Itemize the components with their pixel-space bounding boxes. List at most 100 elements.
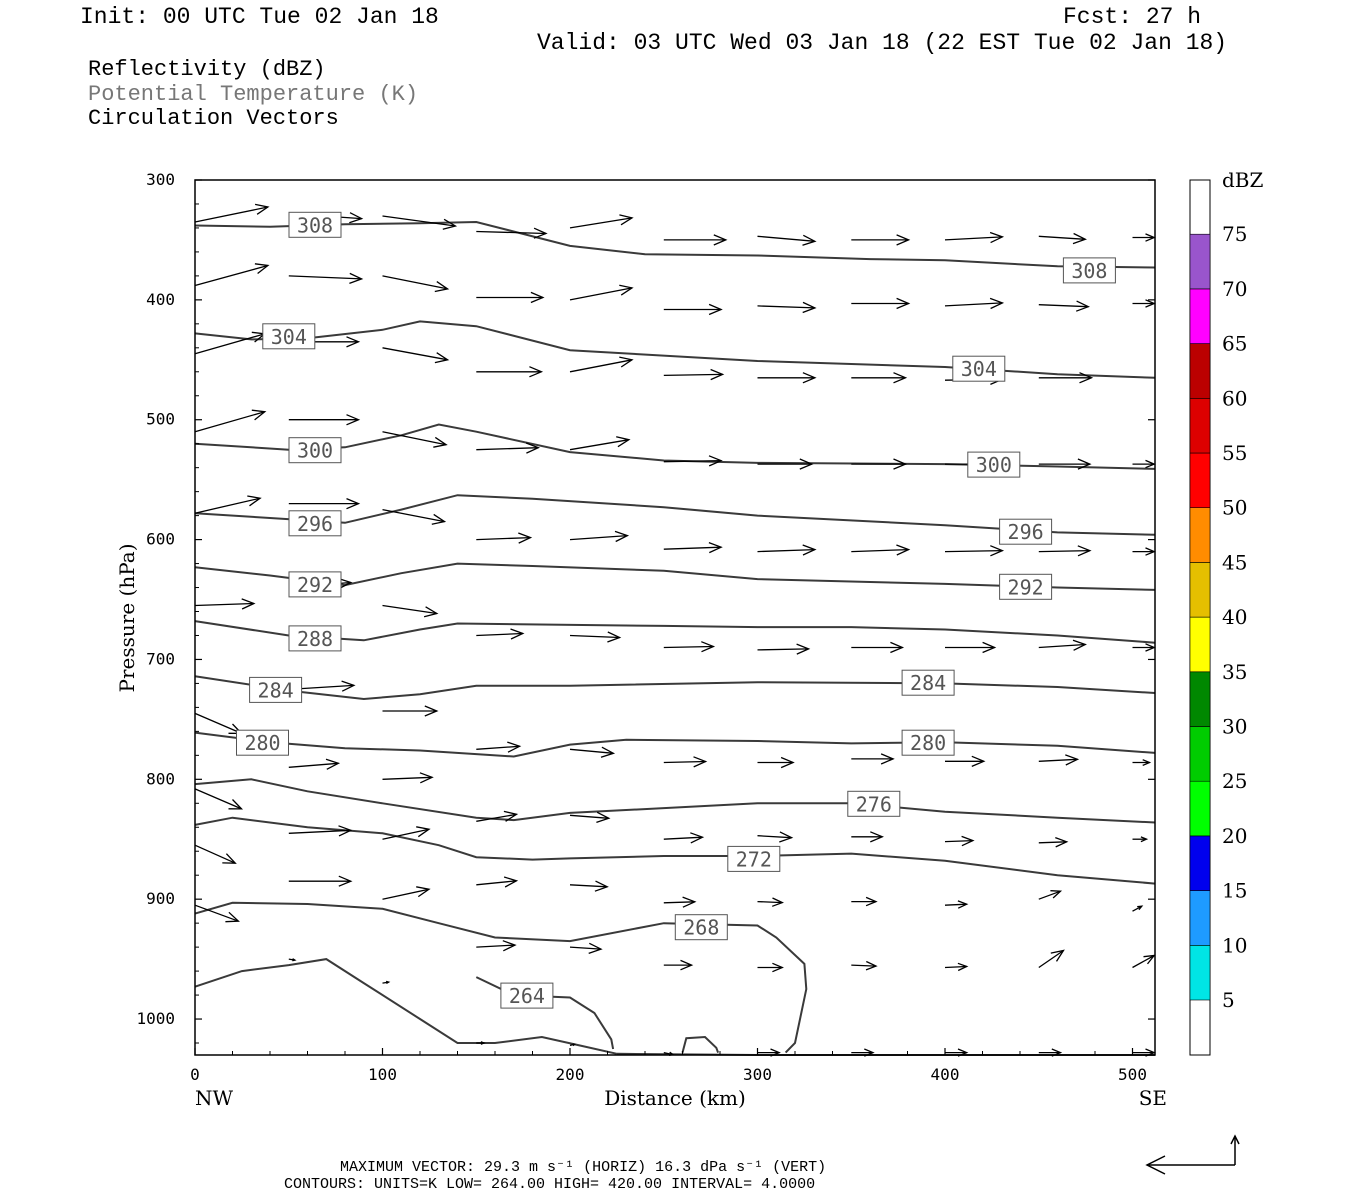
vector-arrow — [944, 962, 969, 972]
vector-arrow — [382, 886, 431, 900]
vector-arrow — [382, 705, 439, 717]
vector-arrow — [194, 788, 244, 810]
vector-arrow — [851, 960, 878, 971]
colorbar-label: 70 — [1222, 277, 1247, 301]
vector-arrow — [663, 234, 728, 246]
vector-arrow — [1132, 233, 1156, 242]
colorbar-label: 45 — [1222, 550, 1247, 574]
vector-arrow — [194, 598, 256, 610]
x-tick-label: 0 — [190, 1065, 200, 1084]
colorbar-label: 30 — [1222, 715, 1247, 739]
vector-arrow — [1132, 905, 1144, 912]
vector-arrow — [194, 844, 237, 864]
vector-arrow — [851, 458, 908, 470]
contour-label-280: 280 — [901, 729, 955, 756]
colorbar-segment — [1189, 343, 1211, 399]
vector-arrow — [288, 825, 353, 837]
svg-text:280: 280 — [910, 731, 946, 755]
contour-304 — [194, 320, 1156, 379]
colorbar-segment — [1189, 562, 1211, 618]
colorbar-segment — [1189, 452, 1211, 509]
vector-arrow — [1038, 754, 1080, 766]
vector-arrow — [945, 641, 997, 654]
vector-arrow — [663, 541, 723, 554]
contour-label-288: 288 — [288, 625, 342, 652]
y-tick-label: 600 — [146, 530, 175, 549]
vector-arrow — [1132, 459, 1156, 469]
colorbar-labels: 5 10 15 20 25 30 35 40 45 50 55 60 65 70 75 — [1222, 222, 1247, 1012]
vector-arrow — [382, 215, 458, 230]
vector-arrow — [851, 297, 911, 310]
contour-label-308: 308 — [1062, 257, 1116, 284]
x-tick-label: 200 — [556, 1065, 585, 1084]
colorbar-label: 5 — [1222, 988, 1235, 1012]
vector-arrow — [194, 904, 240, 923]
y-tick-label: 500 — [146, 410, 175, 429]
colorbar-label: 20 — [1222, 824, 1247, 848]
vector-arrow — [663, 303, 723, 316]
contour-label-272: 272 — [727, 845, 781, 872]
colorbar-segment — [1189, 288, 1211, 344]
contour-284 — [194, 675, 1156, 701]
colorbar-label: 25 — [1222, 769, 1247, 793]
svg-text:264: 264 — [509, 984, 545, 1008]
vector-arrow — [569, 436, 631, 451]
svg-text:304: 304 — [271, 325, 307, 349]
contour-276 — [194, 778, 1156, 824]
vector-arrow — [663, 896, 697, 908]
svg-text:304: 304 — [961, 357, 997, 381]
contour-label-300: 300 — [967, 451, 1021, 478]
colorbar-segment — [1189, 835, 1211, 891]
vector-arrow — [851, 641, 905, 654]
vector-arrow — [945, 755, 986, 767]
vector-arrow — [663, 455, 723, 467]
init-time-label: Init: 00 UTC Tue 02 Jan 18 — [80, 4, 439, 30]
vector-arrow — [194, 495, 262, 514]
reference-vector-icon — [1145, 1134, 1240, 1175]
vector-arrow — [288, 958, 297, 962]
colorbar-segment — [1189, 507, 1211, 563]
contour-label-304: 304 — [262, 323, 316, 350]
colorbar-segment — [1189, 616, 1211, 673]
vector-arrow — [1038, 545, 1092, 557]
vector-arrow — [944, 545, 1005, 557]
colorbar-segment — [1189, 726, 1211, 782]
vector-arrow — [569, 631, 622, 643]
vector-arrow — [1132, 547, 1156, 556]
contour-label-264: 264 — [500, 982, 554, 1009]
colorbar-label: 35 — [1222, 660, 1247, 684]
vector-arrow — [476, 1041, 486, 1045]
colorbar-label: 40 — [1222, 605, 1247, 629]
vector-arrow — [663, 959, 694, 971]
vector-arrow — [1038, 372, 1094, 384]
vector-arrow — [288, 758, 341, 770]
vector-arrow — [476, 876, 519, 888]
vector-arrow — [476, 940, 517, 952]
y-tick-label: 300 — [146, 170, 175, 189]
vector-arrow — [194, 409, 267, 433]
contour-label-276: 276 — [847, 790, 901, 817]
vector-arrow — [476, 741, 522, 753]
vector-arrow — [476, 442, 540, 454]
svg-text:276: 276 — [856, 792, 892, 816]
contour-label-296: 296 — [288, 510, 342, 537]
forecast-hour-label: Fcst: 27 h — [1063, 4, 1202, 30]
vector-arrow — [194, 263, 270, 287]
colorbar-segment — [1189, 671, 1211, 727]
svg-text:280: 280 — [244, 731, 280, 755]
vector-arrow — [1038, 232, 1087, 245]
vector-arrow — [944, 900, 969, 909]
colorbar-label: 60 — [1222, 386, 1247, 410]
svg-text:296: 296 — [1008, 520, 1044, 544]
svg-text:308: 308 — [297, 213, 333, 237]
colorbar-segment — [1189, 944, 1211, 1001]
contour-label-292: 292 — [288, 571, 342, 598]
vector-arrow — [382, 772, 434, 784]
svg-text:300: 300 — [297, 439, 333, 463]
vector-arrow — [569, 530, 630, 543]
vector-arrow — [1038, 949, 1065, 969]
colorbar-segment — [1189, 397, 1211, 454]
contour-label-300: 300 — [288, 437, 342, 464]
svg-text:308: 308 — [1071, 259, 1107, 283]
